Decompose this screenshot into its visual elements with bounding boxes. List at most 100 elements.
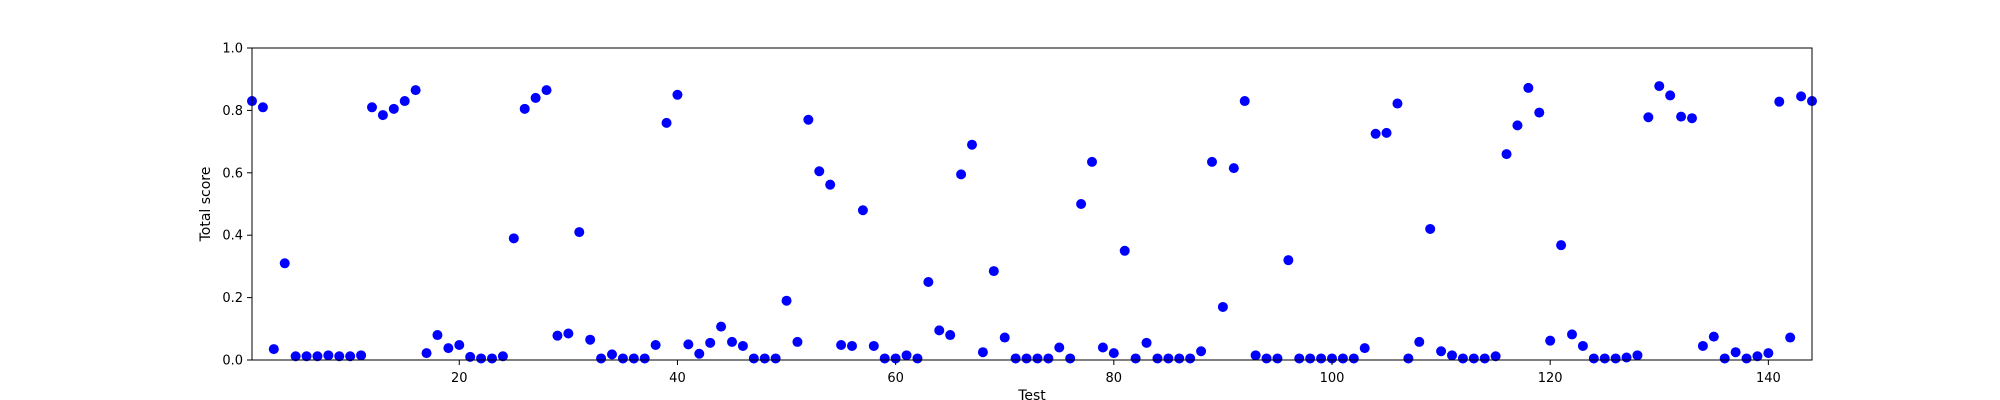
- data-point: [432, 330, 443, 341]
- data-point: [476, 353, 487, 364]
- data-point: [1174, 353, 1185, 364]
- data-point: [1796, 91, 1807, 102]
- data-point: [1523, 82, 1534, 93]
- x-tick-label: 120: [1538, 371, 1563, 386]
- data-point: [716, 321, 727, 332]
- data-point: [977, 347, 988, 358]
- y-tick-label: 0.6: [222, 166, 243, 181]
- data-point: [1654, 81, 1665, 92]
- data-point: [705, 337, 716, 348]
- data-point: [1545, 335, 1556, 346]
- data-point: [1697, 340, 1708, 351]
- data-point: [1676, 111, 1687, 122]
- data-point: [367, 102, 377, 113]
- data-point: [1250, 350, 1261, 361]
- data-point: [1294, 353, 1305, 364]
- data-point: [552, 330, 563, 341]
- data-point: [487, 353, 497, 364]
- data-point: [563, 328, 574, 339]
- x-tick-label: 60: [887, 371, 904, 386]
- data-point: [1468, 353, 1479, 364]
- data-point: [759, 353, 770, 364]
- data-point: [945, 330, 956, 341]
- data-point: [399, 96, 410, 107]
- x-axis-label: Test: [1017, 388, 1046, 400]
- x-tick-label: 100: [1320, 371, 1345, 386]
- y-axis-ticks: 0.0 0.2 0.4 0.6 0.8 1.0: [222, 42, 252, 369]
- data-point: [1414, 336, 1425, 347]
- data-point: [1425, 223, 1436, 234]
- data-point: [1621, 352, 1632, 363]
- data-point: [1348, 353, 1359, 364]
- data-point: [847, 340, 857, 351]
- data-point: [934, 325, 945, 336]
- data-point: [1054, 342, 1065, 353]
- data-point: [1217, 301, 1228, 312]
- data-point: [1534, 107, 1545, 118]
- data-point: [1327, 353, 1337, 364]
- data-point: [1512, 120, 1523, 131]
- data-point: [1610, 353, 1621, 364]
- data-point: [672, 89, 683, 100]
- data-point: [312, 351, 323, 362]
- data-point: [1359, 343, 1370, 354]
- data-point: [1196, 346, 1207, 357]
- data-point: [1370, 128, 1381, 139]
- data-point: [683, 339, 694, 350]
- data-point: [508, 233, 519, 244]
- data-point: [999, 332, 1010, 343]
- data-point: [1163, 353, 1174, 364]
- data-point: [301, 351, 312, 362]
- data-point: [781, 295, 792, 306]
- data-point: [1141, 337, 1152, 348]
- data-point: [1632, 350, 1643, 361]
- data-point: [388, 103, 399, 114]
- x-tick-label: 140: [1756, 371, 1781, 386]
- data-point: [1316, 353, 1327, 364]
- x-axis-ticks: 20 40 60 80 100 120 140: [451, 360, 1781, 386]
- data-point: [454, 340, 465, 351]
- data-point: [607, 349, 617, 360]
- data-point: [748, 353, 759, 364]
- data-point: [1588, 353, 1599, 364]
- data-point: [541, 85, 552, 96]
- data-point: [1076, 199, 1087, 209]
- data-point: [1228, 163, 1239, 174]
- data-point: [1337, 353, 1348, 364]
- data-point: [1741, 353, 1752, 364]
- data-point: [519, 103, 530, 114]
- data-point: [1567, 329, 1577, 340]
- data-point: [1305, 353, 1316, 364]
- y-tick-label: 1.0: [222, 42, 243, 57]
- data-points: [247, 81, 1817, 364]
- data-point: [694, 348, 705, 359]
- data-point: [1119, 245, 1130, 256]
- data-point: [1665, 90, 1676, 101]
- data-point: [661, 117, 672, 128]
- data-point: [443, 343, 454, 354]
- data-point: [879, 353, 890, 364]
- data-point: [639, 353, 650, 364]
- data-point: [1097, 342, 1108, 353]
- data-point: [1272, 353, 1283, 364]
- data-point: [596, 353, 607, 364]
- data-point: [530, 92, 541, 103]
- data-point: [1130, 353, 1141, 364]
- data-point: [268, 344, 279, 355]
- x-tick-label: 20: [451, 371, 468, 386]
- y-axis-label: Total score: [198, 167, 214, 243]
- data-point: [890, 353, 901, 364]
- data-point: [868, 340, 879, 351]
- data-point: [1774, 96, 1785, 107]
- data-point: [628, 353, 639, 364]
- data-point: [279, 258, 290, 269]
- data-point: [1010, 353, 1021, 364]
- data-point: [901, 350, 912, 361]
- data-point: [770, 353, 781, 364]
- data-point: [1785, 332, 1796, 343]
- data-point: [988, 266, 999, 277]
- data-point: [967, 139, 977, 150]
- data-point: [257, 102, 268, 113]
- data-point: [1719, 353, 1730, 364]
